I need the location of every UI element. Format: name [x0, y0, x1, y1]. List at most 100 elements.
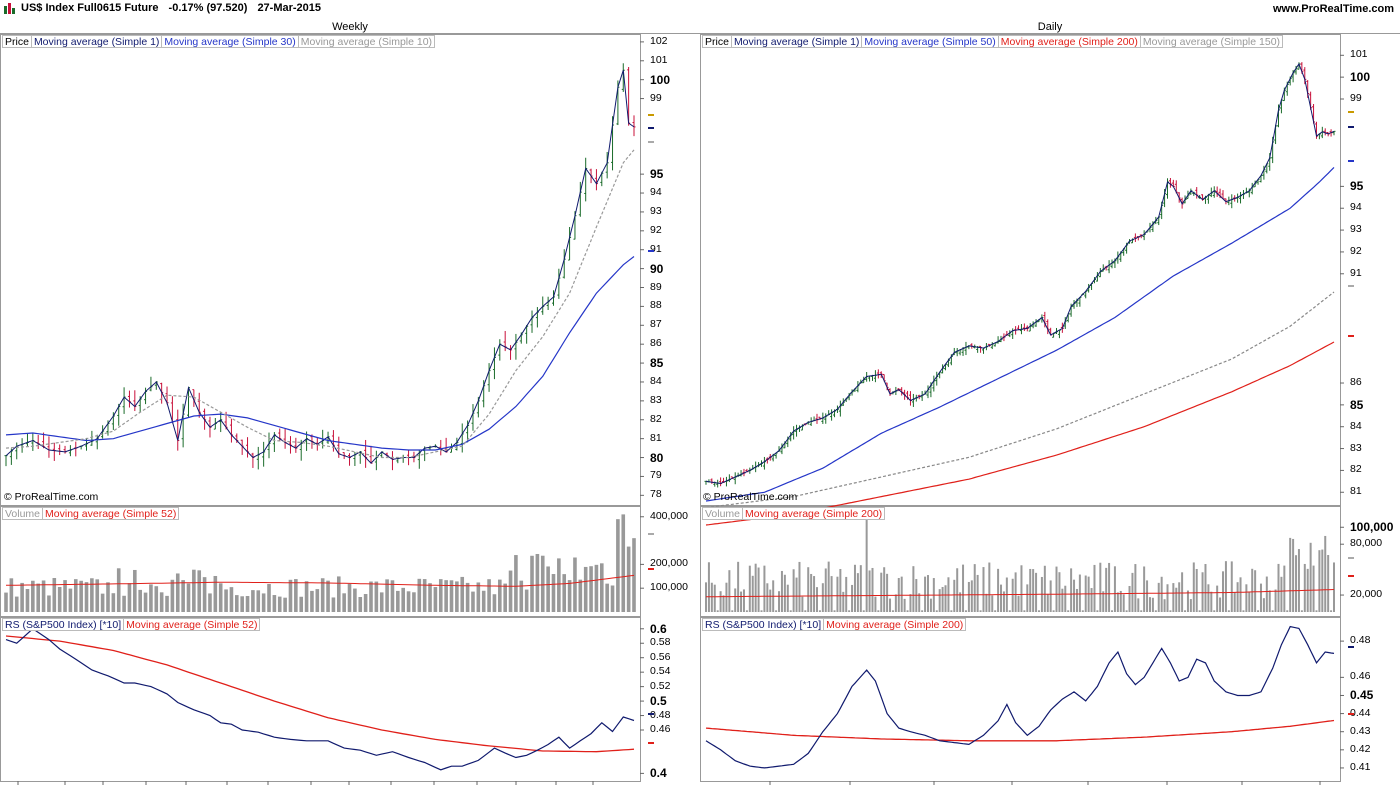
y-tick-label: 83	[650, 393, 662, 406]
volume-bar	[1330, 610, 1333, 612]
volume-bar	[412, 592, 416, 612]
volume-bar	[760, 610, 763, 612]
volume-bar	[1184, 610, 1187, 612]
volume-bar	[540, 555, 545, 612]
legend-item[interactable]: Price	[702, 35, 732, 48]
legend-item[interactable]: Moving average (Simple 50)	[861, 35, 999, 48]
volume-bar	[353, 588, 357, 612]
volume-bar	[1245, 584, 1248, 612]
volume-bar	[9, 578, 14, 612]
weekly-legend: Price Moving average (Simple 1) Moving ave…	[2, 35, 436, 48]
volume-bar	[1157, 582, 1160, 612]
volume-bar	[546, 566, 550, 612]
volume-bar	[1201, 572, 1204, 612]
volume-bar	[889, 598, 892, 612]
volume-bar	[503, 583, 507, 612]
volume-bar	[856, 573, 859, 612]
volume-bar	[1271, 610, 1274, 612]
y-tick-label: 83	[1350, 441, 1362, 454]
volume-bar	[41, 580, 46, 612]
instrument-header: US$ Index Full0615 Future -0.17% (97.520…	[4, 2, 321, 14]
volume-bar	[757, 567, 760, 612]
volume-bar	[1067, 610, 1070, 612]
volume-bar	[1073, 579, 1076, 612]
volume-bar	[294, 579, 298, 612]
volume-bar	[833, 610, 836, 612]
legend-item[interactable]: Moving average (Simple 200)	[823, 618, 967, 631]
volume-bar	[883, 567, 886, 612]
daily-volume-ma-line	[706, 589, 1335, 598]
legend-item[interactable]: Moving average (Simple 150)	[1139, 35, 1284, 48]
legend-item[interactable]: Volume	[702, 507, 744, 520]
volume-bar	[616, 519, 620, 612]
volume-bar	[379, 592, 384, 612]
volume-bar	[821, 583, 824, 612]
volume-bar	[1286, 610, 1289, 612]
volume-bar	[1295, 555, 1298, 612]
volume-bar	[1222, 571, 1225, 612]
legend-item[interactable]: RS (S&P500 Index) [*10]	[702, 618, 825, 631]
volume-bar	[1014, 572, 1017, 612]
volume-bar	[1002, 591, 1005, 612]
legend-item[interactable]: Moving average (Simple 200)	[742, 507, 886, 520]
volume-bar	[851, 584, 854, 612]
volume-bar	[310, 590, 314, 612]
legend-item[interactable]: RS (S&P500 Index) [*10]	[2, 618, 125, 631]
legend-item[interactable]: Moving average (Simple 30)	[161, 35, 299, 48]
volume-bar	[1233, 591, 1236, 612]
volume-bar	[1096, 610, 1099, 612]
y-tick-label: 93	[1350, 223, 1362, 236]
volume-bar	[95, 579, 100, 612]
volume-bar	[433, 587, 438, 612]
volume-bar	[197, 570, 202, 612]
value-tag	[648, 127, 654, 130]
volume-bar	[605, 583, 609, 612]
legend-item[interactable]: Moving average (Simple 1)	[30, 35, 163, 48]
pane-frame-dvol	[700, 506, 1341, 617]
volume-bar	[1312, 565, 1315, 612]
instrument-title: US$ Index Full0615 Future	[21, 2, 159, 14]
volume-bar	[801, 596, 804, 612]
legend-item[interactable]: Volume	[2, 507, 44, 520]
y-tick-label: 400,000	[650, 509, 688, 522]
volume-bar	[926, 575, 929, 612]
volume-bar	[789, 610, 792, 612]
volume-bar	[159, 592, 164, 612]
volume-bar	[1181, 572, 1184, 612]
volume-bar	[149, 584, 153, 612]
legend-item[interactable]: Price	[2, 35, 32, 48]
volume-bar	[449, 580, 454, 612]
volume-bar	[1029, 568, 1032, 612]
volume-bar	[229, 587, 234, 612]
volume-bar	[626, 546, 631, 612]
volume-bar	[997, 568, 1000, 612]
legend-item[interactable]: Moving average (Simple 10)	[297, 35, 436, 48]
volume-bar	[277, 596, 282, 612]
volume-bar	[331, 597, 336, 612]
legend-item[interactable]: Moving average (Simple 1)	[730, 35, 863, 48]
pane-frame-weekly	[0, 34, 641, 506]
legend-item[interactable]: Moving average (Simple 52)	[123, 618, 261, 631]
volume-bar	[886, 573, 889, 612]
y-tick-label: 0.42	[1350, 742, 1371, 755]
brand-link[interactable]: www.ProRealTime.com	[1272, 3, 1394, 15]
y-tick-label: 85	[1350, 397, 1364, 412]
volume-bar	[962, 564, 965, 612]
volume-bar	[1242, 610, 1245, 612]
legend-item[interactable]: Moving average (Simple 200)	[997, 35, 1141, 48]
volume-bar	[853, 564, 856, 612]
volume-bar	[498, 579, 502, 612]
volume-bar	[1166, 584, 1169, 612]
legend-item[interactable]: Moving average (Simple 52)	[42, 507, 180, 520]
volume-bar	[754, 563, 757, 612]
volume-bar	[573, 557, 577, 612]
volume-bar	[766, 583, 769, 612]
y-tick-label: 0.58	[650, 636, 671, 649]
volume-bar	[734, 588, 737, 612]
daily-volume-legend: Volume Moving average (Simple 200)	[702, 507, 886, 520]
y-tick-label: 94	[650, 186, 662, 199]
candlestick-icon	[4, 2, 15, 14]
value-tag	[1348, 575, 1354, 578]
volume-bar	[824, 568, 827, 612]
volume-bar	[859, 565, 862, 612]
